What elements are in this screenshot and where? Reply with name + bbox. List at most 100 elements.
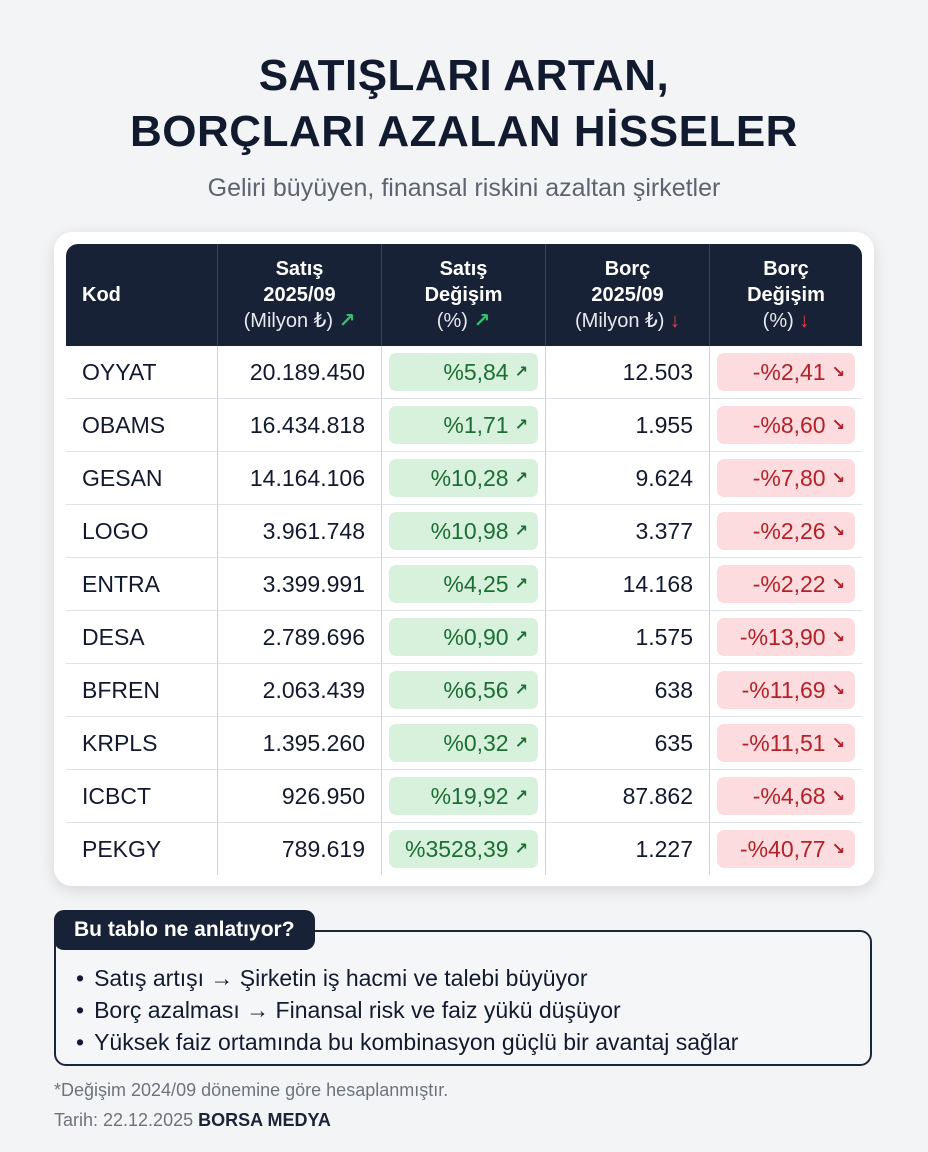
cell-borc-degisim: -%8,60 ↘	[710, 399, 862, 452]
table-card: Kod Satış 2025/09 (Milyon ₺) ↗ Satış Değ…	[54, 232, 874, 886]
header-borc-degisim: Borç Değişim (%) ↓	[710, 244, 862, 346]
table-row: PEKGY 789.619 %3528,39 ↗ 1.227 -%40,77 ↘	[66, 823, 862, 875]
page-title: SATIŞLARI ARTAN, BORÇLARI AZALAN HİSSELE…	[0, 48, 928, 160]
table-header-row: Kod Satış 2025/09 (Milyon ₺) ↗ Satış Değ…	[66, 244, 862, 346]
trend-down-icon: ↘	[831, 417, 845, 434]
cell-borc-degisim: -%2,22 ↘	[710, 558, 862, 611]
table-row: ENTRA 3.399.991 %4,25 ↗ 14.168 -%2,22 ↘	[66, 558, 862, 611]
cell-satis-degisim: %10,98 ↗	[382, 505, 546, 558]
cell-kod: LOGO	[66, 505, 218, 558]
red-change-pill: -%2,41 ↘	[717, 353, 855, 391]
cell-borc-degisim: -%7,80 ↘	[710, 452, 862, 505]
trend-down-icon: ↘	[831, 523, 845, 540]
trend-down-icon: ↘	[831, 629, 845, 646]
trend-down-icon: ↘	[831, 470, 845, 487]
red-change-pill: -%2,22 ↘	[717, 565, 855, 603]
cell-borc: 635	[546, 717, 710, 770]
info-list: Satış artışı → Şirketin iş hacmi ve tale…	[76, 962, 738, 1058]
trend-down-icon: ↘	[831, 841, 845, 858]
cell-kod: PEKGY	[66, 823, 218, 875]
cell-satis: 14.164.106	[218, 452, 382, 505]
info-item: Satış artışı → Şirketin iş hacmi ve tale…	[76, 962, 738, 994]
green-change-pill: %10,28 ↗	[389, 459, 538, 497]
header-kod: Kod	[66, 244, 218, 346]
cell-borc: 87.862	[546, 770, 710, 823]
cell-borc: 1.227	[546, 823, 710, 875]
red-change-pill: -%11,69 ↘	[717, 671, 855, 709]
table-row: LOGO 3.961.748 %10,98 ↗ 3.377 -%2,26 ↘	[66, 505, 862, 558]
cell-borc-degisim: -%40,77 ↘	[710, 823, 862, 875]
green-change-pill: %3528,39 ↗	[389, 830, 538, 868]
green-change-pill: %1,71 ↗	[389, 406, 538, 444]
brand-name: BORSA MEDYA	[198, 1110, 331, 1130]
cell-borc-degisim: -%11,51 ↘	[710, 717, 862, 770]
table-row: BFREN 2.063.439 %6,56 ↗ 638 -%11,69 ↘	[66, 664, 862, 717]
cell-satis: 1.395.260	[218, 717, 382, 770]
trend-up-icon: ↗	[514, 470, 528, 487]
table-row: KRPLS 1.395.260 %0,32 ↗ 635 -%11,51 ↘	[66, 717, 862, 770]
green-change-pill: %10,98 ↗	[389, 512, 538, 550]
cell-borc: 1.955	[546, 399, 710, 452]
cell-satis-degisim: %5,84 ↗	[382, 346, 546, 399]
cell-kod: GESAN	[66, 452, 218, 505]
stock-table: Kod Satış 2025/09 (Milyon ₺) ↗ Satış Değ…	[66, 244, 862, 875]
trend-up-icon: ↗	[514, 682, 528, 699]
cell-satis-degisim: %0,90 ↗	[382, 611, 546, 664]
up-arrow-icon: ↗	[338, 310, 356, 332]
trend-up-icon: ↗	[514, 841, 528, 858]
down-arrow-icon: ↓	[799, 310, 810, 332]
green-change-pill: %5,84 ↗	[389, 353, 538, 391]
trend-down-icon: ↘	[831, 682, 845, 699]
footnote: *Değişim 2024/09 dönemine göre hesaplanm…	[54, 1080, 449, 1100]
cell-kod: KRPLS	[66, 717, 218, 770]
up-arrow-icon: ↗	[473, 310, 491, 332]
table-body: OYYAT 20.189.450 %5,84 ↗ 12.503 -%2,41 ↘ OBAMS 1…	[66, 346, 862, 875]
table-row: OBAMS 16.434.818 %1,71 ↗ 1.955 -%8,60 ↘	[66, 399, 862, 452]
info-item: Yüksek faiz ortamında bu kombinasyon güç…	[76, 1026, 738, 1058]
cell-borc-degisim: -%2,41 ↘	[710, 346, 862, 399]
trend-down-icon: ↘	[831, 576, 845, 593]
title-line-2: BORÇLARI AZALAN HİSSELER	[130, 107, 798, 156]
cell-satis-degisim: %6,56 ↗	[382, 664, 546, 717]
table-row: ICBCT 926.950 %19,92 ↗ 87.862 -%4,68 ↘	[66, 770, 862, 823]
table-row: GESAN 14.164.106 %10,28 ↗ 9.624 -%7,80 ↘	[66, 452, 862, 505]
cell-kod: OYYAT	[66, 346, 218, 399]
trend-up-icon: ↗	[514, 417, 528, 434]
cell-borc-degisim: -%2,26 ↘	[710, 505, 862, 558]
table-row: DESA 2.789.696 %0,90 ↗ 1.575 -%13,90 ↘	[66, 611, 862, 664]
green-change-pill: %4,25 ↗	[389, 565, 538, 603]
cell-kod: ICBCT	[66, 770, 218, 823]
cell-satis: 3.399.991	[218, 558, 382, 611]
trend-up-icon: ↗	[514, 629, 528, 646]
red-change-pill: -%40,77 ↘	[717, 830, 855, 868]
date-line: Tarih: 22.12.2025 BORSA MEDYA	[54, 1110, 331, 1131]
trend-up-icon: ↗	[514, 788, 528, 805]
cell-borc: 12.503	[546, 346, 710, 399]
cell-borc: 9.624	[546, 452, 710, 505]
header-satis-degisim: Satış Değişim (%) ↗	[382, 244, 546, 346]
cell-kod: DESA	[66, 611, 218, 664]
green-change-pill: %19,92 ↗	[389, 777, 538, 815]
trend-up-icon: ↗	[514, 523, 528, 540]
cell-kod: BFREN	[66, 664, 218, 717]
trend-up-icon: ↗	[514, 576, 528, 593]
cell-borc-degisim: -%13,90 ↘	[710, 611, 862, 664]
cell-satis-degisim: %0,32 ↗	[382, 717, 546, 770]
cell-borc: 14.168	[546, 558, 710, 611]
date-label: Tarih: 22.12.2025	[54, 1110, 194, 1130]
cell-borc-degisim: -%4,68 ↘	[710, 770, 862, 823]
cell-satis: 2.063.439	[218, 664, 382, 717]
cell-kod: OBAMS	[66, 399, 218, 452]
trend-down-icon: ↘	[831, 364, 845, 381]
trend-up-icon: ↗	[514, 735, 528, 752]
title-line-1: SATIŞLARI ARTAN,	[258, 51, 670, 100]
green-change-pill: %0,32 ↗	[389, 724, 538, 762]
red-change-pill: -%2,26 ↘	[717, 512, 855, 550]
cell-satis: 926.950	[218, 770, 382, 823]
cell-satis: 16.434.818	[218, 399, 382, 452]
red-change-pill: -%7,80 ↘	[717, 459, 855, 497]
red-change-pill: -%8,60 ↘	[717, 406, 855, 444]
cell-satis-degisim: %19,92 ↗	[382, 770, 546, 823]
green-change-pill: %0,90 ↗	[389, 618, 538, 656]
cell-satis: 789.619	[218, 823, 382, 875]
